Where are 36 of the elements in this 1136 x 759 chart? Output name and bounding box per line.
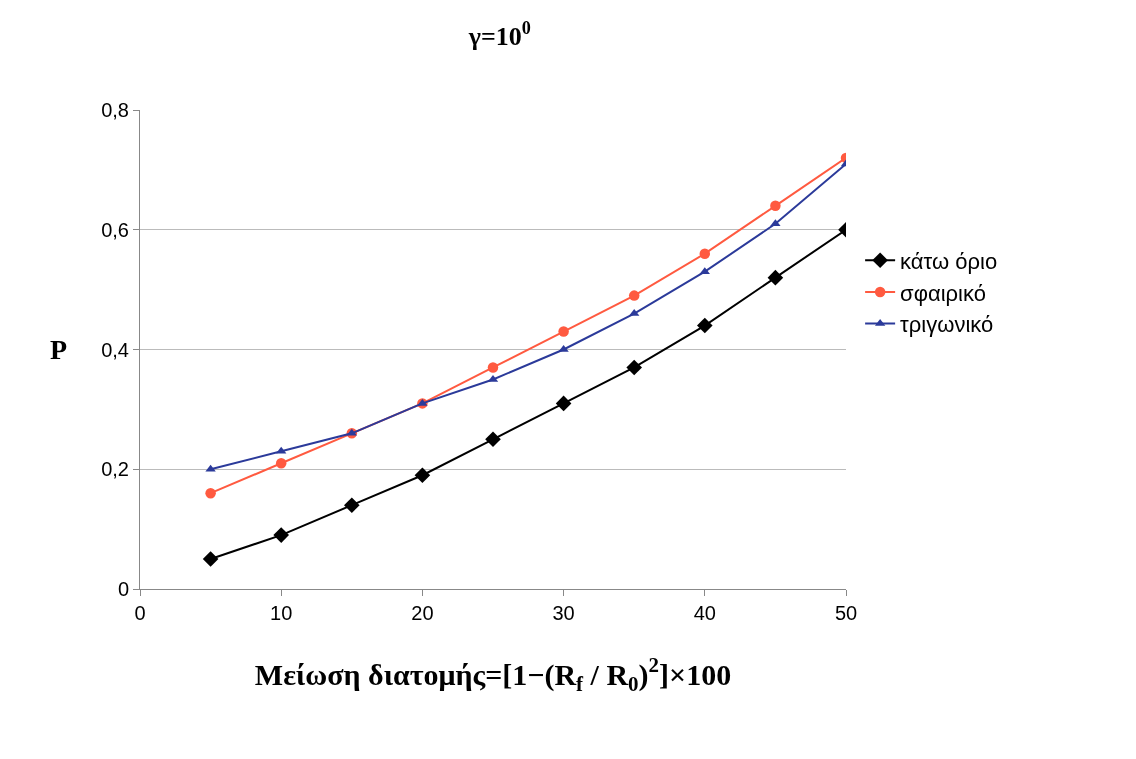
point bbox=[628, 290, 640, 301]
point bbox=[770, 219, 781, 227]
y-axis-title: P bbox=[50, 334, 68, 365]
x-tick-label: 30 bbox=[552, 602, 575, 624]
point bbox=[626, 359, 642, 376]
point bbox=[767, 269, 784, 286]
y-tick-label: 0,8 bbox=[101, 99, 129, 121]
point bbox=[344, 497, 360, 513]
point bbox=[202, 551, 219, 567]
point bbox=[205, 464, 216, 472]
x-tick-label: 0 bbox=[134, 602, 146, 624]
y-tick-label: 0,2 bbox=[101, 458, 129, 481]
x-tick-label: 40 bbox=[693, 602, 716, 624]
legend-label: τριγωνικό bbox=[900, 312, 994, 338]
point bbox=[699, 248, 711, 259]
point bbox=[555, 395, 572, 412]
x-tick-label: 10 bbox=[270, 602, 293, 624]
point bbox=[487, 362, 499, 373]
y-tick-label: 0,6 bbox=[101, 218, 129, 241]
point bbox=[414, 467, 431, 484]
x-tick-label: 20 bbox=[411, 602, 434, 624]
point bbox=[275, 458, 287, 469]
point bbox=[273, 527, 289, 543]
legend-label: σφαιρικό bbox=[900, 280, 986, 306]
chart-title: γ=10$^{0}$ bbox=[467, 17, 531, 51]
x-axis-title: Μείωση διατομής=[1−(R$_{f}$ / R$_{0}$)$^{2}$]×100 bbox=[254, 652, 732, 696]
point bbox=[276, 446, 287, 454]
y-tick-label: 0 bbox=[117, 578, 129, 600]
x-tick-label: 50 bbox=[834, 602, 858, 624]
legend-label: κάτω όριο bbox=[900, 248, 998, 274]
point bbox=[558, 326, 569, 337]
point bbox=[697, 317, 713, 334]
point bbox=[770, 200, 781, 212]
y-tick-label: 0,4 bbox=[101, 338, 129, 361]
point bbox=[205, 487, 216, 499]
point bbox=[485, 431, 501, 448]
